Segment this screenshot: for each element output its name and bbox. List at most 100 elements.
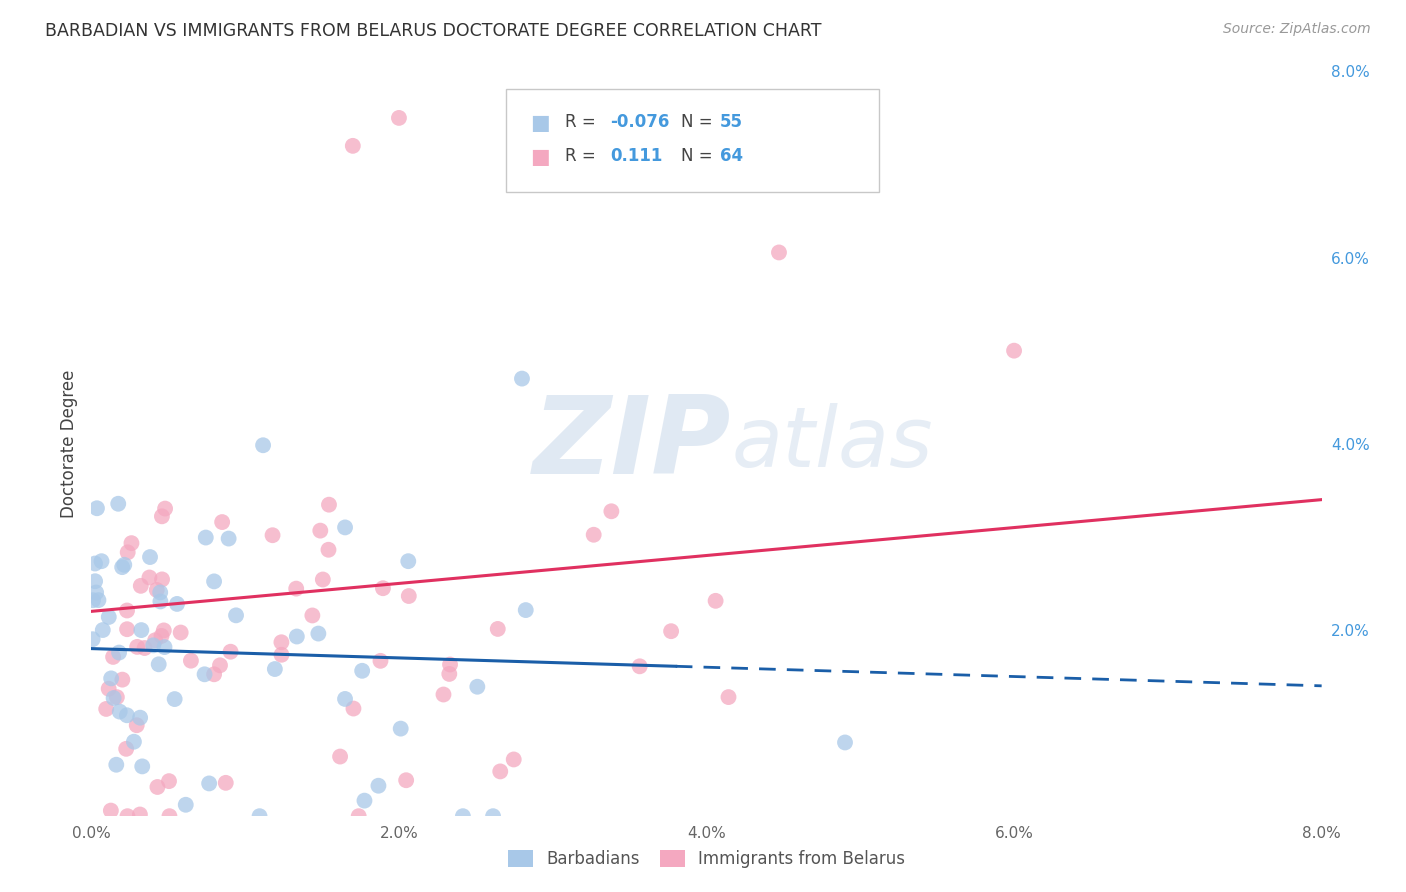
Point [1002,343,1025,358]
Point [100,804,122,818]
Point [582,527,605,541]
Point [103,691,125,706]
Point [157,774,180,789]
Point [105,690,128,705]
Point [211,515,233,529]
Point [139,549,162,564]
Point [515,603,537,617]
Point [166,597,188,611]
Point [97,681,120,696]
Point [510,371,533,385]
Point [150,629,173,643]
Point [285,582,308,596]
Point [174,797,197,812]
Text: atlas: atlas [731,403,932,484]
Point [367,779,389,793]
Point [600,504,623,518]
Point [628,659,651,673]
Text: 55: 55 [720,113,742,131]
Point [262,528,284,542]
Point [329,749,352,764]
Point [115,603,138,617]
Point [127,640,149,654]
Point [717,690,740,704]
Point [115,708,138,723]
Text: 64: 64 [720,147,742,165]
Point [150,509,173,524]
Point [208,658,231,673]
Point [117,809,139,823]
Point [342,701,364,715]
Point [107,497,129,511]
Point [218,532,240,546]
Point [389,722,412,736]
Point [84,585,107,599]
Point [263,662,285,676]
Text: 0.111: 0.111 [610,147,662,165]
Point [97,610,120,624]
Point [115,741,138,756]
Point [333,692,356,706]
Point [768,245,790,260]
Point [117,545,139,559]
Text: ■: ■ [530,113,550,133]
Point [180,654,202,668]
Point [270,648,292,662]
Point [347,809,370,823]
Point [482,809,505,823]
Point [489,764,512,779]
Point [82,593,104,607]
Point [834,735,856,749]
Point [396,554,419,568]
Text: -0.076: -0.076 [610,113,669,131]
Point [142,638,165,652]
Point [148,657,170,672]
Point [100,672,122,686]
Point [149,585,172,599]
Text: N =: N = [681,147,717,165]
Point [82,632,104,647]
Point [86,501,108,516]
Point [219,645,242,659]
Text: ZIP: ZIP [533,391,731,497]
Point [159,809,181,823]
Point [439,667,461,681]
Point [398,589,420,603]
Point [163,692,186,706]
Point [101,649,124,664]
Text: N =: N = [681,113,717,131]
Point [125,718,148,732]
Point [146,780,169,794]
Point [371,581,394,595]
Point [150,573,173,587]
Point [395,773,418,788]
Point [170,625,193,640]
Point [249,809,271,823]
Point [215,776,238,790]
Point [301,608,323,623]
Point [112,558,135,572]
Point [84,557,107,571]
Point [138,570,160,584]
Point [194,667,217,681]
Point [131,623,153,637]
Point [704,594,727,608]
Legend: Barbadians, Immigrants from Belarus: Barbadians, Immigrants from Belarus [502,843,911,875]
Point [451,809,474,823]
Text: Source: ZipAtlas.com: Source: ZipAtlas.com [1223,22,1371,37]
Point [270,635,292,649]
Point [152,624,174,638]
Point [145,582,167,597]
Point [318,542,340,557]
Point [307,626,329,640]
Point [111,673,134,687]
Point [108,646,131,660]
Point [153,640,176,654]
Text: R =: R = [565,113,602,131]
Point [129,807,152,822]
Point [388,111,411,125]
Point [149,594,172,608]
Point [87,593,110,607]
Point [131,759,153,773]
Point [129,579,152,593]
